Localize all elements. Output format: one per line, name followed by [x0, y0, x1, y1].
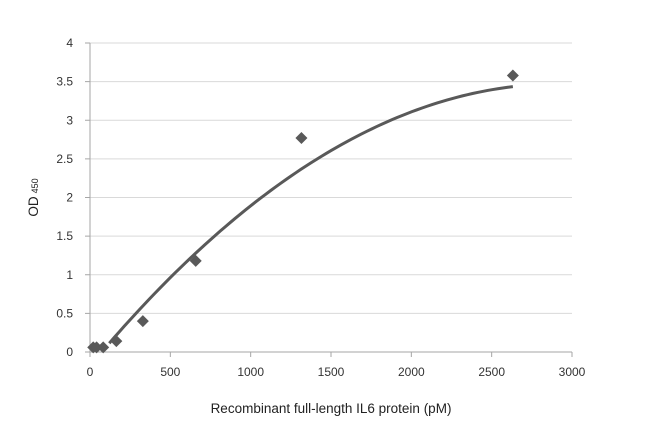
data-point-0-7 — [506, 69, 519, 82]
y-axis-title-subscript: 450 — [30, 178, 40, 193]
axes — [85, 42, 573, 357]
data-point-0-2 — [97, 341, 110, 354]
y-tick-labels: 0 0.5 1 1.5 2 2.5 3 3.5 4 — [56, 36, 73, 359]
y-tick-label-6: 3 — [66, 113, 73, 127]
x-tick-label-4: 2000 — [398, 365, 425, 379]
y-tick-label-5: 2.5 — [56, 152, 73, 166]
y-tick-label-8: 4 — [66, 36, 73, 50]
y-tick-label-1: 0.5 — [56, 306, 73, 320]
trendline — [108, 85, 514, 345]
data-point-0-1 — [90, 341, 103, 354]
y-axis-title: OD 450 — [26, 178, 41, 216]
data-point-0-4 — [136, 315, 149, 328]
y-tick-label-2: 1 — [66, 268, 73, 282]
y-tick-label-7: 3.5 — [56, 75, 73, 89]
data-points — [87, 69, 519, 354]
x-tick-label-1: 500 — [160, 365, 180, 379]
y-tick-label-3: 1.5 — [56, 229, 73, 243]
y-tick-label-4: 2 — [66, 191, 73, 205]
x-tick-label-0: 0 — [87, 365, 94, 379]
x-tick-label-3: 1500 — [318, 365, 345, 379]
y-tick-label-0: 0 — [66, 345, 73, 359]
data-point-0-3 — [110, 335, 123, 348]
x-tick-label-2: 1000 — [237, 365, 264, 379]
y-axis-title-main: OD — [26, 196, 41, 217]
x-tick-label-6: 3000 — [559, 365, 586, 379]
gridlines — [90, 42, 572, 314]
x-tick-labels: 0 500 1000 1500 2000 2500 3000 — [87, 365, 586, 379]
data-point-0-5 — [189, 254, 202, 267]
x-tick-label-5: 2500 — [478, 365, 505, 379]
x-axis-title: Recombinant full-length IL6 protein (pM) — [211, 401, 452, 416]
data-point-0-6 — [295, 132, 308, 145]
